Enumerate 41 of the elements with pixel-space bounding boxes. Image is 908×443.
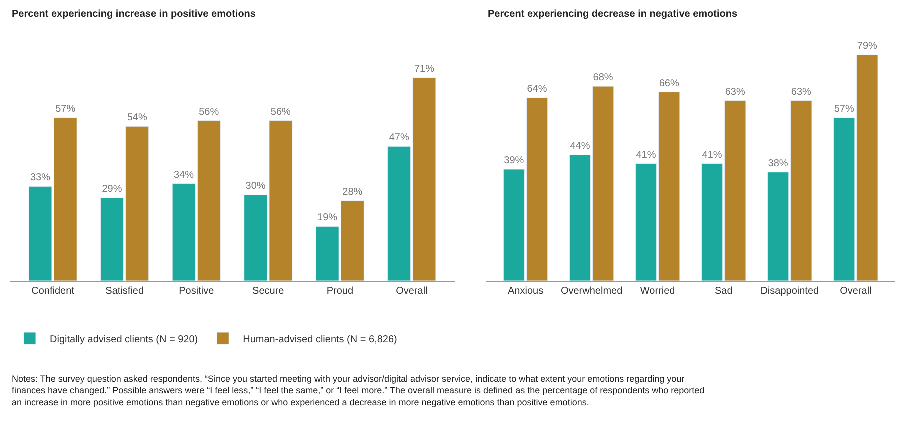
data-label: 33% (30, 172, 51, 184)
legend-label: Human-advised clients (N = 6,826) (243, 334, 398, 346)
x-tick-label: Secure (252, 286, 285, 297)
chart-title: Percent experiencing increase in positive emotions (12, 9, 256, 20)
data-label: 44% (570, 141, 590, 152)
data-label: 56% (199, 106, 220, 118)
x-tick-label: Confident (32, 286, 75, 297)
x-tick-label: Satisfied (106, 286, 144, 297)
data-label: 66% (659, 78, 680, 90)
data-label: 34% (174, 170, 194, 181)
data-label: 79% (857, 41, 878, 52)
data-label: 54% (127, 112, 148, 124)
data-label: 41% (702, 150, 722, 161)
data-label: 41% (636, 150, 656, 161)
data-label: 28% (342, 186, 363, 198)
x-tick-label: Overall (840, 286, 872, 297)
data-label: 68% (593, 72, 614, 84)
x-tick-label: Proud (326, 286, 354, 297)
data-label: 30% (246, 181, 266, 192)
data-label: 63% (725, 86, 746, 98)
data-label: 29% (102, 184, 122, 196)
x-tick-label: Sad (714, 286, 733, 297)
x-tick-label: Positive (179, 286, 215, 297)
data-label: 63% (791, 86, 812, 98)
data-label: 64% (527, 84, 548, 95)
x-tick-label: Anxious (508, 286, 544, 297)
x-tick-label: Overall (396, 286, 428, 297)
data-label: 71% (414, 64, 435, 75)
data-label: 39% (504, 155, 524, 166)
text: Notes: The survey question asked respondents, “Since you started meeting with your advisor/digital advisor service, indicate to what extent your emotions regarding your finances have changed.” Possible answers were “I feel less,” “I feel the same,” or “I feel more.” The overall measure is defined as the percentage of respondents who reported an increase in more positive emotions than negative emotions or who experienced a decrease in more negative emotions than positive emotions. (12, 374, 705, 408)
x-tick-label: Disappointed (760, 286, 820, 297)
legend-label: Digitally advised clients (N = 920) (50, 334, 198, 346)
data-label: 57% (834, 104, 854, 116)
data-label: 19% (318, 212, 338, 224)
x-tick-label: Worried (640, 286, 676, 297)
data-label: 56% (270, 106, 292, 118)
data-label: 47% (389, 132, 410, 144)
x-tick-label: Overwhelmed (560, 286, 623, 297)
chart-title: Percent experiencing decrease in negative emotions (488, 9, 738, 20)
data-label: 38% (768, 158, 788, 170)
data-label: 57% (56, 104, 76, 116)
